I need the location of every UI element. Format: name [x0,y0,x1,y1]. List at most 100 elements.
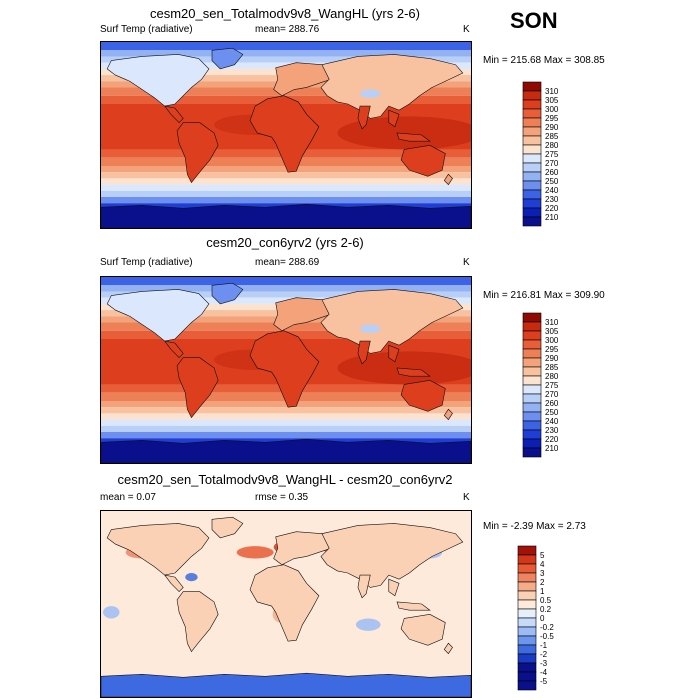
colorbar-box [517,572,537,583]
continent-africa [249,330,320,408]
colorbar-box [522,411,542,422]
colorbar-tick-label: 220 [545,435,559,444]
colorbar-tick-label: 295 [545,345,559,354]
temperature-band [101,42,471,51]
colorbar-box [522,207,542,218]
continent-nz [443,408,453,421]
season-label: SON [510,8,558,33]
anomaly-patch [103,606,120,619]
colorbar-tick-label: 270 [545,390,559,399]
panel-3-map [100,510,472,698]
temperature-band [101,178,471,185]
colorbar-box [517,563,537,574]
continent-samerica [176,357,219,419]
panel-3-colorbar: 5 4 3 2 1 0.5 0.2 0 -0.2 -0.5 -1 -2 -3 -4 -5 [517,545,578,697]
colorbar-tick-label: 280 [545,141,559,150]
tibetan-plateau [360,89,381,98]
warm-pool-region [337,116,471,150]
colorbar-box [522,216,542,227]
temperature-band [101,166,471,173]
temperature-band [101,425,471,432]
colorbar-box [522,321,542,332]
colorbar-tick-label: 275 [545,381,559,390]
colorbar-box [522,144,542,155]
continent-antarctica [101,438,471,463]
continent-australia [400,614,446,646]
temperature-band [101,277,471,286]
continent-namerica [106,289,210,342]
colorbar-tick-label: 305 [545,327,559,336]
continent-antarctica [101,203,471,228]
continent-namerica [106,523,210,576]
colorbar-tick-label: -1 [540,641,548,650]
panel-2-map-canvas [101,277,471,463]
temperature-band [101,172,471,179]
continent-africa [249,95,320,173]
panel-1-minmax: Min = 215.68 Max = 308.85 [483,55,605,66]
colorbar-box [522,180,542,191]
colorbar-tick-label: 300 [545,336,559,345]
colorbar-tick-label: 0.5 [540,596,552,605]
continent-seasia [388,344,400,363]
continent-india [357,105,371,130]
continent-greenland [211,47,244,70]
colorbar-tick-label: -0.2 [540,623,554,632]
continent-samerica [176,122,219,184]
panel-1-title: cesm20_sen_Totalmodv9v8_WangHL (yrs 2-6) [150,6,420,21]
colorbar-box [522,375,542,386]
panel-2-title: cesm20_con6yrv2 (yrs 2-6) [206,235,364,250]
colorbar-box [522,312,542,323]
continent-indon [396,132,431,142]
panel-2-minmax: Min = 216.81 Max = 309.90 [483,290,605,301]
temperature-band [101,413,471,420]
colorbar-tick-label: 295 [545,114,559,123]
panel-3-rmse-label: rmse = 0.35 [255,492,309,503]
colorbar-box [522,90,542,101]
colorbar-tick-label: 280 [545,372,559,381]
colorbar-tick-label: 250 [545,177,559,186]
continent-india [357,340,371,365]
continent-nz [443,642,453,655]
panel-2-colorbar: 310 305 300 295 290 285 280 275 270 260 250 240 230 2… [522,312,583,464]
colorbar-box [517,626,537,637]
colorbar-box [522,153,542,164]
panel-1-map [100,41,472,229]
colorbar-box [522,384,542,395]
continent-india [357,574,371,599]
panel-1-colorbar: 310 305 300 295 290 285 280 275 270 260 250 240 230 2… [522,81,583,233]
colorbar-tick-label: 4 [540,560,545,569]
colorbar-box [517,635,537,646]
colorbar-tick-label: -2 [540,650,548,659]
colorbar-box [522,81,542,92]
temperature-band [101,285,471,292]
colorbar-tick-label: 275 [545,150,559,159]
anomaly-patch [355,618,381,631]
colorbar-box [522,438,542,449]
panel-1-unit: K [463,24,470,35]
colorbar-tick-label: 1 [540,587,545,596]
colorbar-box [517,680,537,691]
colorbar-tick-label: 240 [545,417,559,426]
colorbar-box [517,644,537,655]
colorbar-box [522,162,542,173]
colorbar-box [522,393,542,404]
panel-3-map-canvas [101,511,471,697]
panel-2-left-label: Surf Temp (radiative) [100,257,193,268]
colorbar-tick-label: 300 [545,105,559,114]
colorbar-box [522,99,542,110]
continent-greenland [211,516,244,539]
colorbar-tick-label: -0.5 [540,632,554,641]
colorbar-tick-label: 290 [545,354,559,363]
colorbar-box [522,198,542,209]
panel-2-map [100,276,472,464]
continent-africa [249,564,320,642]
colorbar-tick-label: 285 [545,132,559,141]
colorbar-tick-label: 310 [545,87,559,96]
continent-asia [320,289,464,354]
continent-indon [396,601,431,611]
colorbar-box [522,357,542,368]
colorbar-tick-label: 0.2 [540,605,552,614]
anomaly-patch [236,546,274,559]
colorbar-tick-label: 250 [545,408,559,417]
continent-greenland [211,282,244,305]
